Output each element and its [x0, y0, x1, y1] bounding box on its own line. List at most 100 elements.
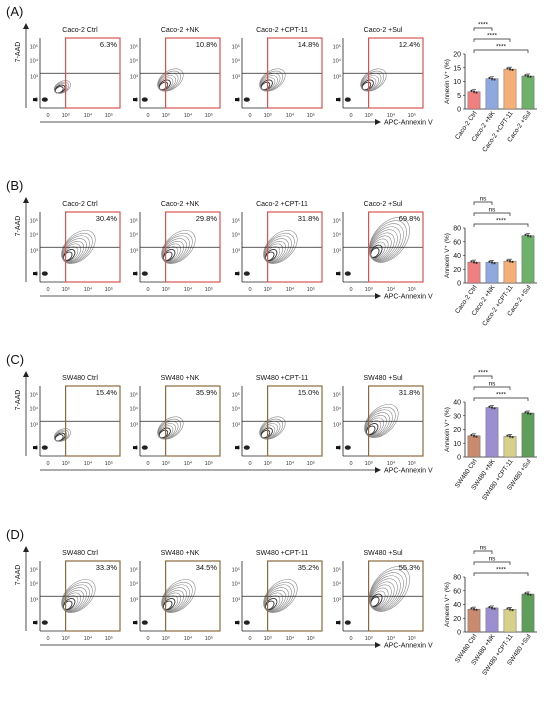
bar-dot-2-1-0: [488, 405, 491, 408]
contour-core-1-2: [243, 271, 250, 276]
contour-line-3-0-8: [61, 579, 96, 613]
flow-origin-marker-0-0: [33, 98, 37, 102]
contour-core-2-2: [243, 445, 250, 450]
gate-percent-1-1: 29.8%: [196, 214, 218, 223]
bar-0-2: [503, 68, 517, 110]
flow-x-tick-2-3-1: 10³: [365, 461, 373, 467]
contour-line-0-1-6: [157, 68, 184, 92]
sig-label-1-2: ****: [496, 218, 507, 225]
bar-dot-0-3-0: [524, 74, 527, 77]
flow-x-tick-3-2-1: 10³: [264, 636, 272, 642]
bar-y-tick-1-4: 80: [453, 226, 461, 233]
bar-dot-0-2-0: [506, 67, 509, 70]
gate-percent-3-1: 34.5%: [196, 563, 218, 572]
flow-y-tick-0-2-2: 10³: [232, 75, 240, 81]
flow-origin-marker-3-1: [133, 621, 137, 625]
flow-x-tick-1-0-1: 10³: [62, 287, 70, 293]
bar-dot-3-0-1: [472, 608, 476, 611]
bar-dot-2-3-1: [526, 411, 530, 415]
flow-plot-title-1-2: Caco-2 +CPT-11: [256, 201, 308, 208]
bar-dot-3-1-2: [493, 607, 496, 610]
x-axis-arrow-head-1: [375, 293, 381, 299]
flow-y-tick-2-1-1: 10⁴: [130, 405, 139, 412]
gate-rect-3-3: [368, 560, 424, 632]
contour-line-2-2-6: [259, 416, 286, 440]
flow-x-tick-1-1-0: 0: [146, 287, 149, 293]
flow-x-tick-1-0-0: 0: [46, 287, 49, 293]
bar-y-tick-2-3: 30: [453, 413, 461, 420]
flow-y-tick-1-2-2: 10³: [232, 249, 240, 255]
panel-1: (B) Caco-2 Ctrl 30.4% 0 10³ 10⁴ 10⁵ 10⁵ 10⁴ 10³ 0 C…: [6, 178, 537, 328]
bar-1-3: [521, 235, 535, 284]
contour-line-3-3-10: [368, 566, 410, 612]
bar-2-3: [521, 412, 535, 458]
bar-1-0: [467, 261, 481, 284]
flow-x-tick-1-0-3: 10⁵: [105, 286, 113, 293]
contour-line-1-3-10: [368, 217, 410, 263]
sig-bracket-1-2: [473, 223, 529, 227]
sig-bracket-2-2: [473, 397, 529, 401]
bar-y-tick-3-3: 60: [453, 588, 461, 595]
gate-rect-1-2: [267, 211, 323, 283]
gate-percent-0-1: 10.8%: [196, 40, 218, 49]
flow-plot-title-3-0: SW480 Ctrl: [62, 550, 98, 557]
gate-percent-1-3: 69.8%: [399, 214, 421, 223]
flow-y-tick-2-0-0: 10⁵: [30, 391, 38, 398]
flow-x-tick-1-0-2: 10⁴: [84, 286, 93, 293]
contour-core-2-3: [344, 445, 351, 450]
flow-origin-marker-1-0: [33, 272, 37, 276]
sig-bracket-0-0: [473, 27, 493, 31]
sig-label-1-1: ns: [489, 207, 497, 214]
flow-x-tick-3-1-2: 10⁴: [184, 635, 193, 642]
bar-dot-0-2-1: [508, 68, 512, 71]
sig-bracket-2-0: [473, 375, 493, 379]
sig-bracket-3-1: [473, 561, 511, 565]
bar-y-tick-3-4: 80: [453, 575, 461, 582]
bar-y-label-2: Annexin V⁺ (%): [444, 407, 451, 452]
contour-line-2-1-6: [157, 416, 184, 440]
gate-percent-2-3: 31.8%: [399, 388, 421, 397]
panel-letter-2: (C): [6, 352, 24, 367]
gate-percent-0-0: 6.3%: [100, 40, 117, 49]
bar-y-tick-1-1: 20: [453, 267, 461, 274]
flow-y-tick-2-1-0: 10⁵: [130, 391, 138, 398]
flow-y-tick-2-3-2: 10³: [333, 423, 341, 429]
flow-y-tick-1-3-1: 10⁴: [333, 231, 342, 238]
flow-y-tick-3-1-0: 10⁵: [130, 566, 138, 573]
contour-core-3-3: [344, 620, 351, 625]
flow-x-tick-3-0-0: 0: [46, 636, 49, 642]
flow-y-tick-0-3-2: 10³: [333, 75, 341, 81]
flow-x-tick-0-2-2: 10⁴: [286, 112, 295, 119]
bar-y-tick-3-0: 0: [457, 630, 461, 637]
bar-y-tick-0-4: 20: [453, 52, 461, 59]
flow-x-tick-1-1-1: 10³: [162, 287, 170, 293]
bar-2-1: [485, 407, 499, 458]
bar-dot-0-2-2: [511, 68, 514, 71]
flow-y-tick-3-3-1: 10⁴: [333, 580, 342, 587]
gate-rect-2-3: [368, 385, 424, 457]
bar-y-tick-0-3: 15: [453, 65, 461, 72]
flow-x-tick-0-0-1: 10³: [62, 113, 70, 119]
flow-origin-marker-1-2: [235, 272, 239, 276]
bar-y-label-3: Annexin V⁺ (%): [444, 582, 451, 627]
flow-y-tick-0-1-1: 10⁴: [130, 57, 139, 64]
y-axis-arrow-head-1: [23, 197, 29, 203]
bar-dot-2-3-2: [529, 412, 532, 415]
flow-x-tick-3-0-1: 10³: [62, 636, 70, 642]
flow-x-tick-1-3-2: 10⁴: [387, 286, 396, 293]
bar-y-tick-1-0: 0: [457, 281, 461, 288]
sig-label-1-0: ns: [480, 196, 488, 203]
bar-y-tick-2-1: 10: [453, 441, 461, 448]
bar-y-label-1: Annexin V⁺ (%): [444, 233, 451, 278]
flow-plot-title-3-2: SW480 +CPT-11: [256, 550, 308, 557]
flow-x-tick-0-3-3: 10⁵: [408, 112, 416, 119]
flow-x-tick-2-1-0: 0: [146, 461, 149, 467]
bar-dot-0-1-2: [493, 78, 496, 81]
flow-plot-title-2-3: SW480 +Sul: [363, 375, 403, 382]
bar-2-2: [503, 436, 517, 458]
contour-core-0-3: [344, 97, 351, 102]
bar-dot-1-2-0: [506, 259, 509, 262]
